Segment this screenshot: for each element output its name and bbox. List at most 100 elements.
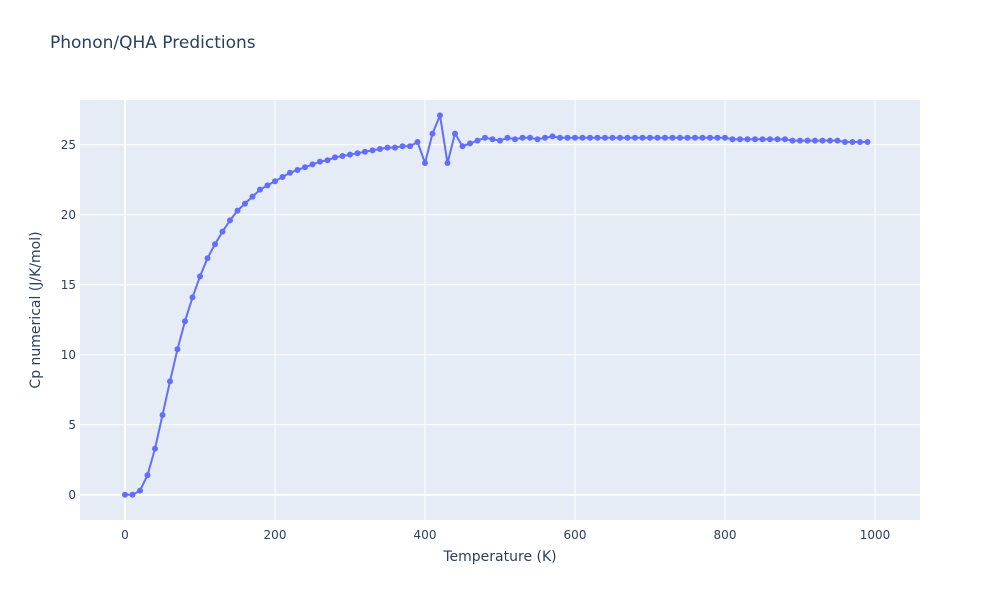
data-point (647, 134, 653, 141)
data-point (332, 154, 338, 161)
data-point (624, 134, 631, 141)
data-point (369, 147, 376, 154)
data-point (482, 134, 488, 141)
data-point (699, 134, 706, 141)
plot-area (80, 100, 920, 520)
data-point (302, 164, 308, 171)
data-point (399, 143, 406, 150)
data-point (489, 136, 496, 143)
data-point (834, 137, 841, 144)
data-point (309, 161, 316, 168)
data-point (744, 136, 751, 143)
chart-title: Phonon/QHA Predictions (50, 33, 256, 53)
data-point (407, 143, 413, 150)
data-point (534, 136, 541, 143)
data-point (219, 228, 226, 235)
data-point (587, 134, 593, 141)
data-point (467, 140, 473, 147)
data-point (144, 472, 151, 479)
data-point (174, 346, 181, 353)
data-point (257, 186, 263, 193)
y-tick-label: 20 (61, 208, 76, 222)
data-point (287, 169, 293, 176)
data-point (804, 137, 811, 144)
x-tick-label: 800 (714, 528, 737, 542)
y-tick-label: 0 (68, 488, 76, 502)
data-point (212, 241, 218, 248)
y-tick-label: 5 (68, 418, 76, 432)
data-point (737, 136, 743, 143)
data-point (729, 136, 736, 143)
data-point (722, 134, 728, 141)
y-gridlines (80, 144, 920, 496)
data-point (527, 134, 533, 141)
data-point (639, 134, 646, 141)
x-axis-title: Temperature (K) (442, 549, 556, 565)
x-tick-label: 1000 (860, 528, 891, 542)
data-point (182, 318, 188, 325)
x-tick-label: 400 (414, 528, 437, 542)
y-tick-labels: 0 5 10 15 20 25 (61, 138, 76, 502)
data-point (414, 139, 421, 145)
data-point (227, 217, 233, 224)
data-point (842, 139, 848, 145)
x-tick-label: 200 (264, 528, 287, 542)
data-point (392, 144, 398, 151)
data-point (294, 167, 301, 173)
data-point (542, 134, 548, 141)
data-point (827, 137, 833, 144)
data-point (564, 134, 571, 141)
data-point (519, 134, 526, 141)
data-point (617, 134, 623, 141)
data-point (774, 136, 781, 143)
data-point (669, 134, 676, 141)
y-tick-label: 15 (61, 278, 76, 292)
data-point (752, 136, 758, 143)
x-tick-labels: 0 200 400 600 800 1000 (121, 528, 890, 542)
data-point (819, 137, 826, 144)
data-point (677, 134, 683, 141)
data-point (707, 134, 713, 141)
data-point (347, 151, 353, 158)
data-point (189, 294, 196, 301)
data-point (654, 134, 661, 141)
y-tick-label: 25 (61, 138, 76, 152)
y-axis-title: Cp numerical (J/K/mol) (28, 231, 44, 388)
series-line (125, 114, 868, 496)
data-point (377, 146, 383, 152)
data-point (437, 112, 443, 119)
data-point (362, 148, 368, 155)
data-point (264, 182, 271, 189)
data-point (354, 150, 361, 157)
data-point (662, 134, 668, 141)
data-point (767, 136, 773, 143)
data-point (759, 136, 766, 143)
data-point (129, 491, 136, 498)
data-point (497, 137, 503, 144)
data-point (789, 137, 796, 144)
data-point (579, 134, 586, 141)
data-point (242, 200, 248, 207)
data-point (714, 134, 721, 141)
data-point (782, 136, 788, 143)
data-point (609, 134, 616, 141)
data-point (234, 207, 241, 214)
data-point (249, 193, 256, 200)
data-point (857, 139, 863, 145)
y-tick-label: 10 (61, 348, 76, 362)
data-point (452, 130, 458, 137)
data-point (444, 160, 451, 166)
data-point (279, 174, 286, 180)
series-group (122, 112, 871, 498)
data-point (122, 491, 128, 498)
data-point (594, 134, 601, 141)
data-point (504, 134, 511, 141)
x-tick-label: 600 (564, 528, 587, 542)
data-point (602, 134, 608, 141)
data-point (159, 412, 166, 418)
data-point (512, 136, 518, 143)
data-point (317, 158, 323, 165)
x-tick-label: 0 (121, 528, 129, 542)
data-point (684, 134, 691, 141)
